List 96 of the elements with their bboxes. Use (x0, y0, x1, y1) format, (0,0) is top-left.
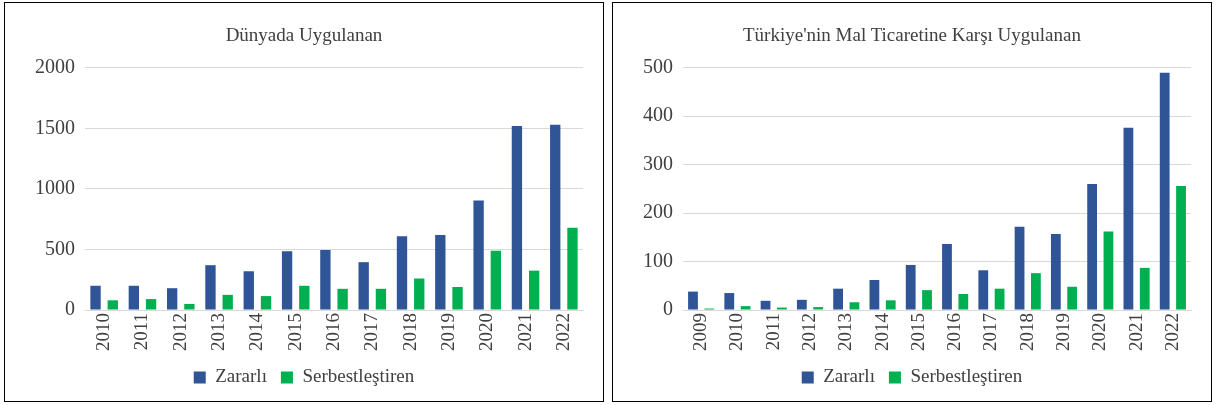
bar (222, 294, 233, 310)
y-tick-label: 200 (643, 200, 673, 223)
x-tick-label: 2015 (283, 313, 305, 351)
bar (490, 250, 502, 310)
bar (688, 291, 698, 310)
y-tick-label: 100 (643, 248, 673, 271)
bar (1123, 127, 1134, 310)
bar (885, 300, 896, 310)
bar (184, 303, 195, 310)
bar (337, 288, 348, 310)
bar (205, 265, 216, 310)
x-tick-label: 2012 (797, 313, 819, 351)
y-tick-label: 400 (643, 103, 673, 126)
bar (1014, 226, 1025, 310)
bar (740, 306, 751, 310)
bar (90, 285, 101, 310)
bar (107, 300, 118, 310)
bar (260, 296, 272, 310)
bar (358, 262, 369, 310)
legend-label: Zararlı (215, 365, 267, 387)
bar (849, 302, 860, 310)
bar (1103, 231, 1114, 310)
chart-title: Dünyada Uygulanan (225, 24, 383, 46)
bar (958, 294, 969, 310)
bar (473, 200, 484, 310)
x-tick-label: 2018 (398, 313, 420, 351)
bar (833, 288, 844, 310)
bar (994, 288, 1005, 310)
x-tick-label: 2022 (1160, 313, 1182, 351)
y-tick-label: 1000 (35, 176, 75, 199)
bar (978, 270, 989, 310)
bar (1067, 286, 1078, 310)
x-tick-label: 2010 (725, 313, 747, 351)
y-tick-label: 1500 (35, 115, 75, 138)
y-tick-label: 2000 (35, 55, 75, 78)
bar (435, 234, 446, 310)
bar (1087, 184, 1098, 310)
x-tick-label: 2016 (943, 313, 965, 351)
bar (724, 293, 735, 310)
x-tick-label: 2018 (1015, 313, 1037, 351)
y-tick-label: 0 (663, 297, 673, 320)
bar (1159, 72, 1170, 310)
bar (243, 271, 254, 310)
x-tick-label: 2017 (979, 313, 1001, 351)
y-tick-label: 300 (643, 151, 673, 174)
y-tick-label: 500 (45, 236, 75, 259)
legend-label: Zararlı (823, 365, 875, 387)
bar (375, 288, 387, 310)
x-tick-label: 2022 (551, 313, 573, 351)
x-tick-label: 2014 (245, 312, 267, 351)
bar (299, 285, 310, 310)
x-tick-label: 2010 (92, 313, 114, 351)
x-tick-label: 2014 (870, 312, 892, 351)
bar (145, 299, 157, 310)
legend-label: Serbestleştiren (302, 365, 415, 387)
bar (414, 278, 425, 310)
y-tick-label: 500 (643, 55, 673, 78)
x-tick-label: 2013 (834, 313, 856, 351)
bar (452, 286, 463, 310)
bar (905, 264, 916, 310)
bar (281, 251, 293, 310)
bar (396, 236, 408, 310)
bar (813, 307, 824, 310)
x-tick-label: 2009 (689, 313, 711, 351)
bar (550, 124, 561, 310)
bar (567, 227, 578, 310)
bar (511, 125, 523, 310)
bar (1050, 233, 1061, 310)
x-tick-label: 2016 (321, 313, 343, 351)
x-tick-label: 2011 (130, 313, 152, 351)
x-tick-label: 2011 (761, 313, 783, 351)
x-tick-label: 2020 (475, 313, 497, 351)
x-tick-label: 2021 (1124, 313, 1146, 351)
chart-title: Türkiye'nin Mal Ticaretine Karşı Uygulanan (743, 24, 1082, 46)
bar (128, 285, 140, 310)
bar (796, 299, 807, 310)
x-tick-label: 2019 (1051, 313, 1073, 351)
x-tick-label: 2017 (360, 313, 382, 351)
bar (1176, 185, 1186, 310)
bar (1030, 273, 1041, 310)
bar (922, 290, 932, 310)
x-tick-label: 2021 (513, 313, 535, 351)
bar (320, 250, 331, 310)
x-tick-label: 2020 (1088, 313, 1110, 351)
bar (528, 270, 540, 310)
x-tick-label: 2012 (168, 313, 190, 351)
bar (942, 244, 952, 310)
x-tick-label: 2019 (436, 313, 458, 351)
x-tick-label: 2013 (207, 313, 229, 351)
legend-label: Serbestleştiren (910, 365, 1023, 387)
x-tick-label: 2015 (906, 313, 928, 351)
bar (166, 288, 178, 310)
bar (869, 279, 880, 310)
y-tick-label: 0 (65, 297, 75, 320)
bar (760, 300, 771, 310)
bar (1139, 267, 1150, 310)
